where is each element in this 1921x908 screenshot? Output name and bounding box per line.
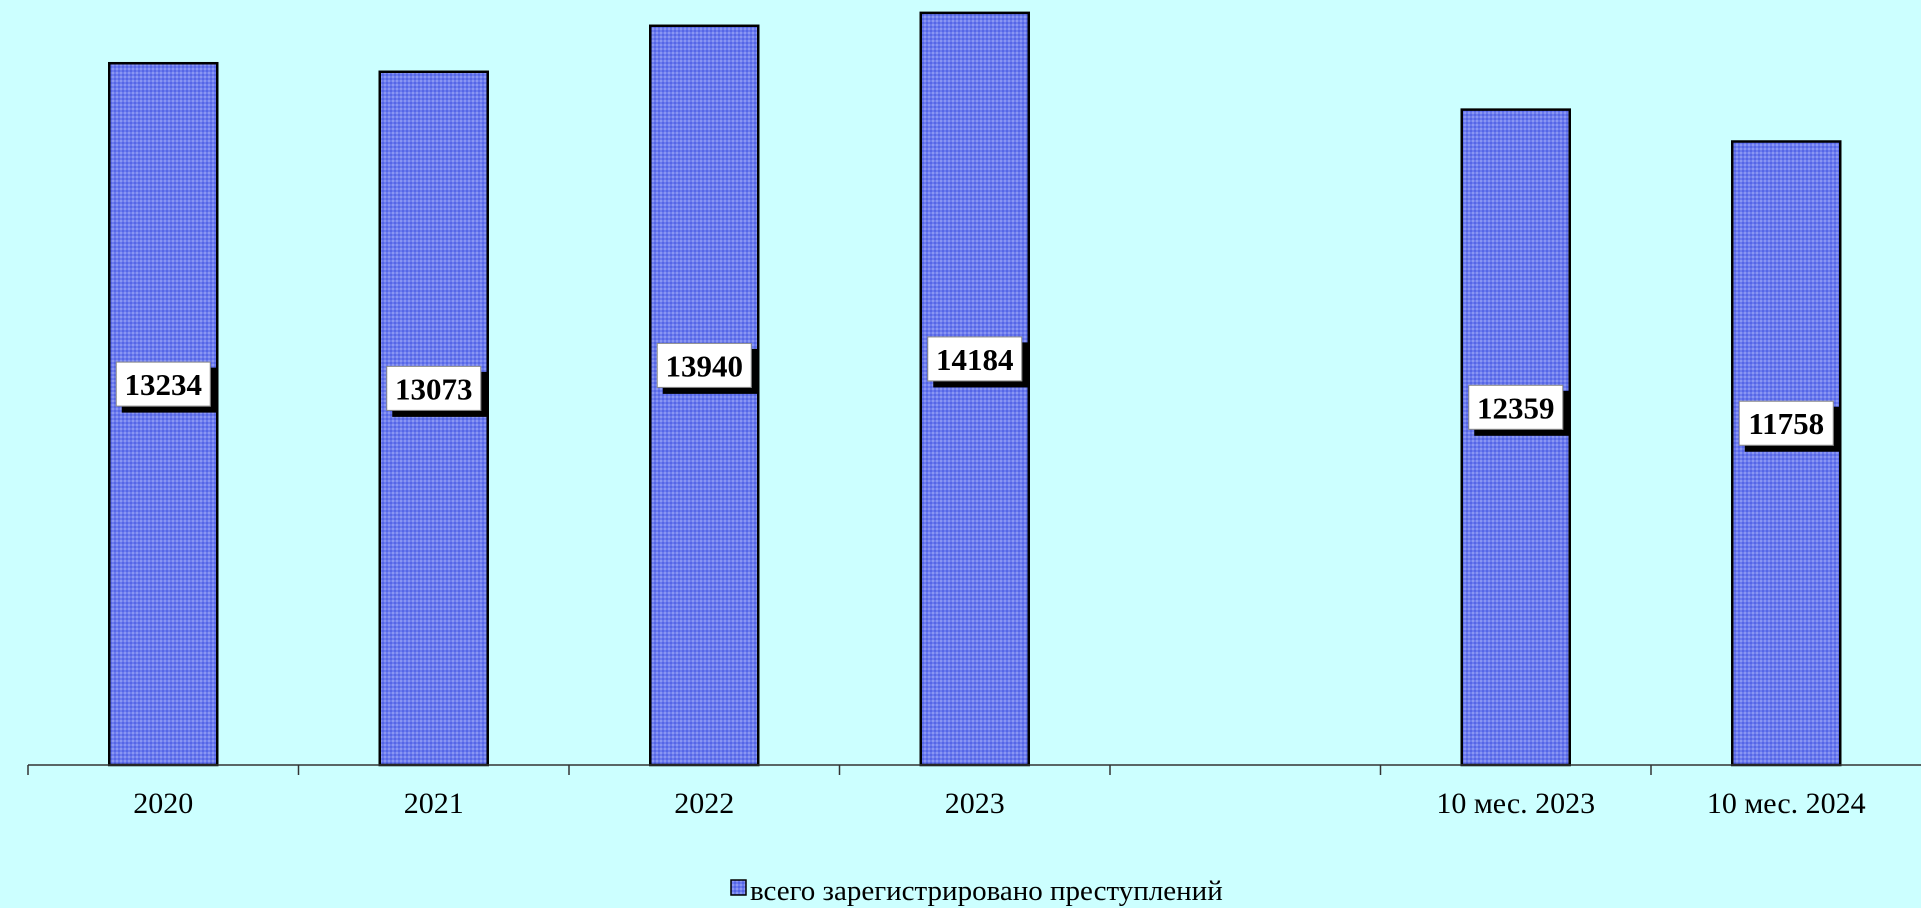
data-label-box (927, 336, 1023, 382)
data-label-text: 13940 (666, 348, 744, 383)
x-tick-label: 2020 (133, 787, 193, 820)
data-label-box (115, 361, 211, 407)
bar (1460, 108, 1571, 767)
x-tick-label: 10 мес. 2024 (1707, 787, 1866, 820)
x-axis-ticks (27, 765, 1652, 775)
x-tick-label: 10 мес. 2023 (1436, 787, 1595, 820)
data-label-box (656, 342, 752, 388)
data-label-text: 12359 (1477, 390, 1555, 425)
data-labels: 13234 13073 13940 14184 12359 11758 (115, 336, 1834, 446)
legend-swatch (730, 879, 747, 896)
data-label: 13234 (115, 361, 211, 407)
x-tick-labels: 2020 2021 2022 2023 10 мес. 2023 10 мес. 2024 (133, 787, 1865, 820)
data-label-box (1468, 384, 1564, 430)
bar (649, 24, 760, 767)
x-tick-label: 2022 (674, 787, 734, 820)
bar (919, 11, 1030, 767)
data-label-text: 11758 (1748, 406, 1824, 441)
bar (1731, 140, 1842, 767)
data-label: 14184 (927, 336, 1023, 382)
data-label: 13940 (656, 342, 752, 388)
data-label: 12359 (1468, 384, 1564, 430)
bar (378, 70, 489, 767)
x-tick-label: 2023 (945, 787, 1005, 820)
x-tick-label: 2021 (404, 787, 464, 820)
legend: всего зарегистрировано преступлений (730, 875, 1223, 907)
data-label: 11758 (1738, 400, 1834, 446)
bar (108, 61, 219, 767)
bars-layer (108, 11, 1842, 767)
data-label-text: 14184 (936, 342, 1014, 377)
legend-entry: всего зарегистрировано преступлений (750, 875, 1223, 907)
data-label-box (1738, 400, 1834, 446)
data-label-text: 13234 (125, 367, 203, 402)
data-label-text: 13073 (395, 371, 473, 406)
data-label-box (386, 365, 482, 411)
data-label: 13073 (386, 365, 482, 411)
